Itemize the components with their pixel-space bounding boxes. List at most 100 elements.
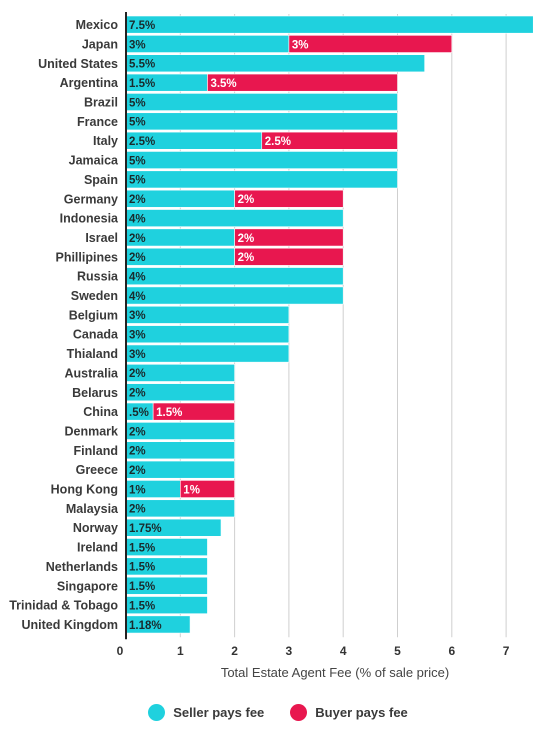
category-label: Mexico [76, 18, 119, 32]
bar-label-buyer: 1% [183, 484, 200, 496]
bar-label-seller: 3% [129, 349, 146, 361]
category-label: Israel [85, 231, 118, 245]
legend-item-buyer: Buyer pays fee [290, 704, 408, 721]
category-label: Hong Kong [51, 483, 118, 497]
bar-seller [125, 209, 344, 228]
bar-label-seller: 2% [129, 388, 146, 400]
bar-buyer [207, 73, 398, 92]
category-label: China [83, 405, 119, 419]
category-label: Ireland [77, 541, 118, 555]
bar-label-seller: 1.5% [129, 78, 155, 90]
x-tick-label-3: 3 [286, 644, 293, 658]
legend-swatch-seller [148, 704, 166, 721]
category-label: Belgium [69, 308, 118, 322]
category-label: Argentina [60, 76, 119, 90]
legend: Seller pays fee Buyer pays fee [0, 704, 556, 721]
bar-label-seller: 2% [129, 233, 146, 245]
bar-label-seller: 2.5% [129, 136, 155, 148]
bar-seller [125, 305, 290, 324]
bars: 7.5% 3% 3% 5.5% 1.5% 3.5% 5% 5% 2.5% 2.5% 5% 5% 2% 2%… [125, 15, 534, 634]
bar-seller [125, 35, 290, 53]
bar-label-seller: 2% [129, 252, 146, 264]
x-tick-label-1: 1 [177, 644, 184, 658]
bar-label-seller: 2% [129, 446, 146, 458]
category-label: France [77, 115, 118, 129]
category-label: Netherlands [46, 560, 118, 574]
bar-label-seller: 1.5% [129, 581, 155, 593]
bar-seller [125, 93, 398, 111]
x-axis-ticks: 0 1 2 3 4 5 6 7 [117, 644, 510, 658]
bar-buyer [234, 228, 344, 247]
category-label: Canada [73, 328, 119, 342]
bar-label-seller: 1.5% [129, 562, 155, 574]
category-label: United Kingdom [21, 618, 118, 632]
bar-label-seller: 2% [129, 504, 146, 516]
category-label: Greece [76, 463, 118, 477]
category-label: Russia [77, 270, 119, 284]
bar-label-buyer: 3% [292, 39, 309, 51]
bar-buyer [261, 131, 398, 150]
stacked-bar-chart: 7.5%3% 3%5.5%1.5% 3.5%5%5%2.5% 2.5%5%5%2% 2%… [9, 12, 534, 680]
bar-label-buyer: 2% [238, 194, 255, 206]
bar-label-buyer: 1.5% [156, 407, 182, 419]
bar-label-seller: 5% [129, 97, 146, 109]
category-label: Trinidad & Tobago [9, 599, 118, 613]
bar-label-seller: 4% [129, 213, 146, 225]
bar-seller [125, 112, 398, 131]
category-label: Denmark [65, 424, 119, 438]
bar-label-seller: .5% [129, 407, 149, 419]
bar-buyer [234, 247, 344, 266]
bar-label-seller: 3% [129, 310, 146, 322]
bar-label-seller: 1.5% [129, 542, 155, 554]
category-label: Sweden [71, 289, 118, 303]
bar-label-seller: 2% [129, 368, 146, 380]
bar-buyer [288, 35, 453, 53]
x-tick-label-4: 4 [340, 644, 347, 658]
bar-label-seller: 3% [129, 330, 146, 342]
bar-seller [125, 54, 425, 73]
legend-label-seller: Seller pays fee [173, 705, 265, 720]
category-label: Norway [73, 521, 118, 535]
bar-seller [125, 170, 398, 189]
bar-buyer [234, 189, 344, 208]
category-label: Germany [64, 192, 118, 206]
category-label: Finland [74, 444, 118, 458]
bar-label-seller: 4% [129, 271, 146, 283]
bar-label-seller: 7.5% [129, 20, 155, 32]
category-labels: Mexico Japan United States Argentina Brazil F… [9, 18, 119, 632]
legend-label-buyer: Buyer pays fee [315, 705, 408, 720]
bar-label-seller: 5.5% [129, 59, 155, 71]
category-label: Japan [82, 37, 118, 51]
bar-label-buyer: 2% [238, 233, 255, 245]
bar-label-seller: 5% [129, 155, 146, 167]
bar-seller [125, 325, 290, 344]
category-label: United States [38, 57, 118, 71]
category-label: Jamaica [69, 154, 119, 168]
x-tick-label-0: 0 [117, 644, 124, 658]
bar-label-seller: 1% [129, 484, 146, 496]
bar-label-seller: 2% [129, 465, 146, 477]
bar-label-seller: 1.18% [129, 620, 162, 632]
bar-buyer [180, 480, 235, 498]
legend-item-seller: Seller pays fee [148, 704, 264, 721]
category-label: Indonesia [60, 212, 119, 226]
bar-seller [125, 15, 534, 34]
bar-label-seller: 4% [129, 291, 146, 303]
bar-label-seller: 2% [129, 194, 146, 206]
bar-label-seller: 1.5% [129, 600, 155, 612]
bar-label-buyer: 2% [238, 252, 255, 264]
category-label: Phillipines [55, 250, 118, 264]
bar-label-buyer: 3.5% [210, 78, 236, 90]
x-axis-title: Total Estate Agent Fee (% of sale price) [221, 665, 449, 680]
bar-seller [125, 344, 290, 363]
bar-label-seller: 5% [129, 175, 146, 187]
category-label: Australia [65, 366, 120, 380]
bar-label-seller: 3% [129, 39, 146, 51]
bar-label-buyer: 2.5% [265, 136, 291, 148]
category-label: Singapore [57, 579, 118, 593]
category-label: Italy [93, 134, 118, 148]
legend-swatch-buyer [290, 704, 308, 721]
category-label: Malaysia [66, 502, 119, 516]
category-label: Thialand [67, 347, 118, 361]
bar-seller [125, 267, 344, 286]
